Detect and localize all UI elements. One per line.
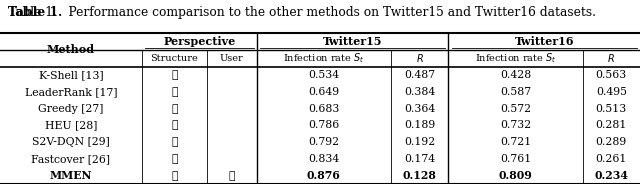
Text: Fastcover [26]: Fastcover [26] [31,154,110,164]
Text: 0.364: 0.364 [404,104,435,114]
Text: ✓: ✓ [171,171,178,181]
Text: Infection rate $S_t$: Infection rate $S_t$ [283,51,365,65]
Text: 0.876: 0.876 [307,170,340,181]
Text: 0.428: 0.428 [500,70,531,80]
Text: 0.384: 0.384 [404,87,435,97]
Text: K-Shell [13]: K-Shell [13] [38,70,103,80]
Text: 0.495: 0.495 [596,87,627,97]
Text: 0.834: 0.834 [308,154,339,164]
Text: 0.732: 0.732 [500,120,531,130]
Text: 0.563: 0.563 [596,70,627,80]
Text: ✓: ✓ [171,137,178,147]
Text: 0.761: 0.761 [500,154,531,164]
Text: 0.534: 0.534 [308,70,339,80]
Text: Table 1.   Performance comparison to the other methods on Twitter15 and Twitter1: Table 1. Performance comparison to the o… [8,6,596,19]
Text: 0.261: 0.261 [596,154,627,164]
Text: 0.587: 0.587 [500,87,531,97]
Text: MMEN: MMEN [50,170,92,181]
Text: 0.128: 0.128 [403,170,436,181]
Text: 0.281: 0.281 [596,120,627,130]
Text: User: User [220,54,244,63]
Text: 0.786: 0.786 [308,120,339,130]
Text: ✓: ✓ [171,120,178,130]
Text: 0.572: 0.572 [500,104,531,114]
Text: 0.174: 0.174 [404,154,435,164]
Text: $R$: $R$ [416,52,424,64]
Text: Method: Method [47,44,95,55]
Text: S2V-DQN [29]: S2V-DQN [29] [32,137,110,147]
Text: ✓: ✓ [171,104,178,114]
Text: Table 1.: Table 1. [8,6,62,19]
Text: $R$: $R$ [607,52,615,64]
Text: ✓: ✓ [171,154,178,164]
Text: 0.792: 0.792 [308,137,339,147]
Text: 0.809: 0.809 [499,170,532,181]
Text: LeaderRank [17]: LeaderRank [17] [25,87,117,97]
Text: ✓: ✓ [228,171,235,181]
Text: ✓: ✓ [171,70,178,80]
Text: ✓: ✓ [171,87,178,97]
Text: 0.189: 0.189 [404,120,435,130]
Text: Twitter16: Twitter16 [515,36,574,47]
Text: Perspective: Perspective [163,36,236,47]
Text: Structure: Structure [150,54,198,63]
Text: 0.683: 0.683 [308,104,339,114]
Text: 0.289: 0.289 [596,137,627,147]
Text: 0.721: 0.721 [500,137,531,147]
Text: 0.234: 0.234 [595,170,628,181]
Text: 0.513: 0.513 [596,104,627,114]
Text: HEU [28]: HEU [28] [45,120,97,130]
Text: 0.487: 0.487 [404,70,435,80]
Text: 0.649: 0.649 [308,87,339,97]
Text: Twitter15: Twitter15 [323,36,382,47]
Text: Infection rate $S_t$: Infection rate $S_t$ [475,51,556,65]
Text: 0.192: 0.192 [404,137,435,147]
Text: Greedy [27]: Greedy [27] [38,104,104,114]
